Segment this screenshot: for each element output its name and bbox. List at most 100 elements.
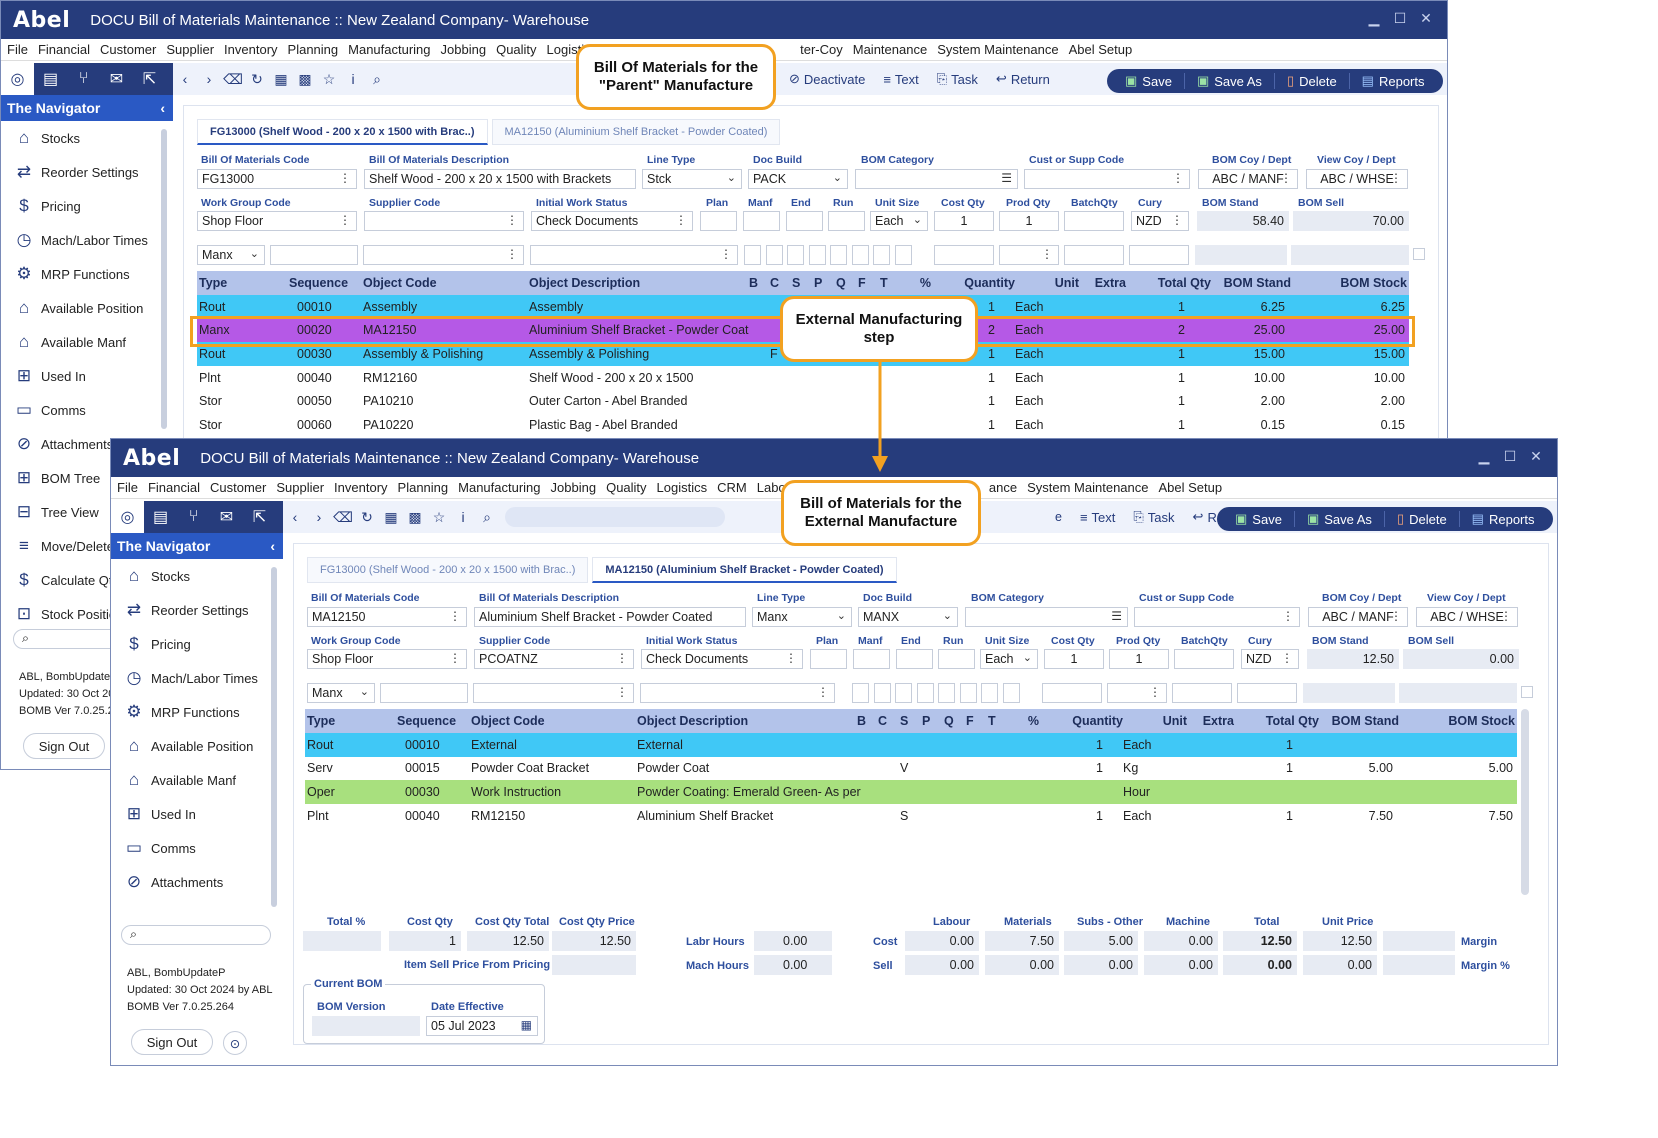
column-header[interactable]: Object Description [529, 276, 641, 290]
filter-flag-box[interactable] [830, 245, 847, 265]
task-button[interactable]: ⎘ Task [1133, 509, 1175, 525]
column-header[interactable]: B [749, 276, 759, 290]
menu-item[interactable]: System Maintenance [937, 42, 1059, 57]
end-field[interactable] [896, 649, 933, 669]
navigator-item[interactable]: ⊞ Used In [111, 797, 281, 831]
sign-out-button[interactable]: Sign Out [131, 1029, 213, 1055]
cost-qty-field[interactable]: 1 [934, 211, 994, 231]
column-header[interactable]: Extra [1094, 276, 1126, 290]
filter-type-select[interactable]: Manx ⌄ [197, 245, 265, 265]
navigator-item[interactable]: ⊞ BOM Tree [1, 461, 171, 495]
column-header[interactable]: Object Description [637, 714, 749, 728]
filter-total-qty[interactable] [1129, 245, 1189, 265]
navigator-search-input[interactable]: ⌕ [121, 925, 271, 945]
filter-flag-box[interactable] [873, 683, 891, 703]
sign-out-button[interactable]: Sign Out [23, 733, 105, 759]
info-icon[interactable]: i [351, 71, 355, 87]
initial-status-field[interactable]: Check Documents ⋮ [531, 211, 693, 231]
column-header[interactable]: Object Code [363, 276, 437, 290]
toolbar-search-input[interactable] [505, 507, 725, 527]
bom-desc-field[interactable]: Aluminium Shelf Bracket - Powder Coated [474, 607, 746, 627]
column-header[interactable]: C [878, 714, 888, 728]
menu-item[interactable]: Quality [496, 42, 537, 57]
tab-fg13000[interactable]: FG13000 (Shelf Wood - 200 x 20 x 1500 wi… [197, 119, 488, 145]
column-header[interactable]: Sequence [397, 714, 457, 728]
calendar-icon[interactable]: ▦ [274, 70, 288, 87]
export-icon[interactable]: ⇱ [142, 71, 157, 88]
menu-item[interactable]: Logisti [546, 42, 585, 57]
table-row[interactable]: Plnt 00040 RM12150 Aluminium Shelf Bracket S… [305, 804, 1517, 828]
bom-category-field[interactable]: ☰ [855, 169, 1018, 189]
table-row[interactable]: Stor 00060 PA10220 Plastic Bag - Abel Brand… [197, 413, 1409, 437]
menu-item[interactable]: Manufacturing [348, 42, 431, 57]
navigator-item[interactable]: $ Calculate Qty [1, 563, 171, 597]
unit-size-select[interactable]: Each ⌄ [870, 211, 928, 231]
mail-icon[interactable]: ✉ [109, 71, 124, 88]
navigator-item[interactable]: ⇄ Reorder Settings [111, 593, 281, 627]
mail-icon[interactable]: ✉ [219, 509, 234, 526]
maximize-icon[interactable]: ☐ [1393, 9, 1407, 26]
column-header[interactable]: Extra [1202, 714, 1234, 728]
column-header[interactable]: B [857, 714, 867, 728]
tab-fg13000[interactable]: FG13000 (Shelf Wood - 200 x 20 x 1500 wi… [307, 557, 589, 583]
calendar-sync-icon[interactable]: ▩ [408, 508, 422, 525]
navigator-item[interactable]: ▭ Comms [111, 831, 281, 865]
menu-item[interactable]: Maintenance [852, 42, 928, 57]
column-header[interactable]: C [770, 276, 780, 290]
calendar-icon[interactable]: ▦ [384, 508, 398, 525]
column-header[interactable]: S [792, 276, 801, 290]
line-type-select[interactable]: Stck ⌄ [642, 169, 742, 189]
batch-qty-field[interactable] [1064, 211, 1124, 231]
column-header[interactable]: BOM Stand [1331, 714, 1399, 728]
work-group-field[interactable]: Shop Floor ⋮ [197, 211, 357, 231]
filter-quantity[interactable] [1042, 683, 1102, 703]
column-header[interactable]: Object Code [471, 714, 545, 728]
navigator-item[interactable]: ⚙ MRP Functions [1, 257, 171, 291]
column-header[interactable]: Type [199, 276, 228, 290]
date-effective-field[interactable]: 05 Jul 2023 ▦ [426, 1016, 538, 1036]
menu-item[interactable]: File [117, 480, 138, 495]
return-button[interactable]: ↩Return [995, 71, 1050, 87]
column-header[interactable]: Sequence [289, 276, 349, 290]
filter-flag-box[interactable] [895, 683, 912, 703]
line-type-select[interactable]: Manx ⌄ [752, 607, 852, 627]
column-header[interactable]: Unit [1054, 276, 1079, 290]
filter-flag-box[interactable] [916, 683, 934, 703]
filter-flag-box[interactable] [744, 245, 761, 265]
bom-coy-field[interactable]: ABC / MANF ⋮ [1198, 169, 1298, 189]
navigator-item[interactable]: ⌂ Stocks [1, 121, 171, 155]
column-header[interactable]: Quantity [964, 276, 1015, 290]
filter-unit[interactable]: ⋮ [999, 245, 1059, 265]
reports-button[interactable]: ▤ Reports [1348, 73, 1437, 89]
tab-ma12150[interactable]: MA12150 (Aluminium Shelf Bracket - Powde… [491, 119, 781, 145]
filter-object-desc[interactable]: ⋮ [640, 683, 835, 703]
minimize-icon[interactable]: ▁ [1368, 9, 1380, 26]
forward-icon[interactable]: › [206, 71, 212, 87]
column-header[interactable]: Total Qty [1265, 714, 1319, 728]
table-row[interactable]: Oper 00030 Work Instruction Powder Coating:… [305, 780, 1517, 804]
filter-flag-box[interactable] [1002, 683, 1020, 703]
close-icon[interactable]: ✕ [1420, 9, 1432, 26]
filter-type-select[interactable]: Manx ⌄ [307, 683, 375, 703]
column-header[interactable]: BOM Stock [1448, 714, 1515, 728]
filter-object-desc[interactable]: ⋮ [530, 245, 738, 265]
menu-item[interactable]: ance [988, 480, 1018, 495]
compass-icon[interactable]: ◎ [1, 63, 34, 95]
filter-flag-box[interactable] [894, 245, 912, 265]
document-icon[interactable]: ▤ [42, 71, 59, 88]
menu-item[interactable]: Logistics [656, 480, 708, 495]
menu-item[interactable]: Quality [606, 480, 647, 495]
filter-flag-box[interactable] [873, 245, 890, 265]
bom-code-field[interactable]: MA12150 ⋮ [307, 607, 467, 627]
table-row[interactable]: Stor 00050 PA10210 Outer Carton - Abel Bran… [197, 389, 1409, 413]
filter-quantity[interactable] [934, 245, 994, 265]
document-icon[interactable]: ▤ [152, 509, 169, 526]
menu-item[interactable]: Jobbing [550, 480, 597, 495]
calendar-icon[interactable]: ▦ [520, 1018, 532, 1032]
export-icon[interactable]: ⇱ [252, 509, 267, 526]
refresh-icon[interactable]: ↻ [251, 70, 263, 87]
column-header[interactable]: Q [944, 714, 954, 728]
eraser-icon[interactable]: ⌫ [223, 70, 243, 87]
deactivate-button[interactable]: ⊘ Deactivate [789, 71, 866, 87]
prod-qty-field[interactable]: 1 [1109, 649, 1169, 669]
